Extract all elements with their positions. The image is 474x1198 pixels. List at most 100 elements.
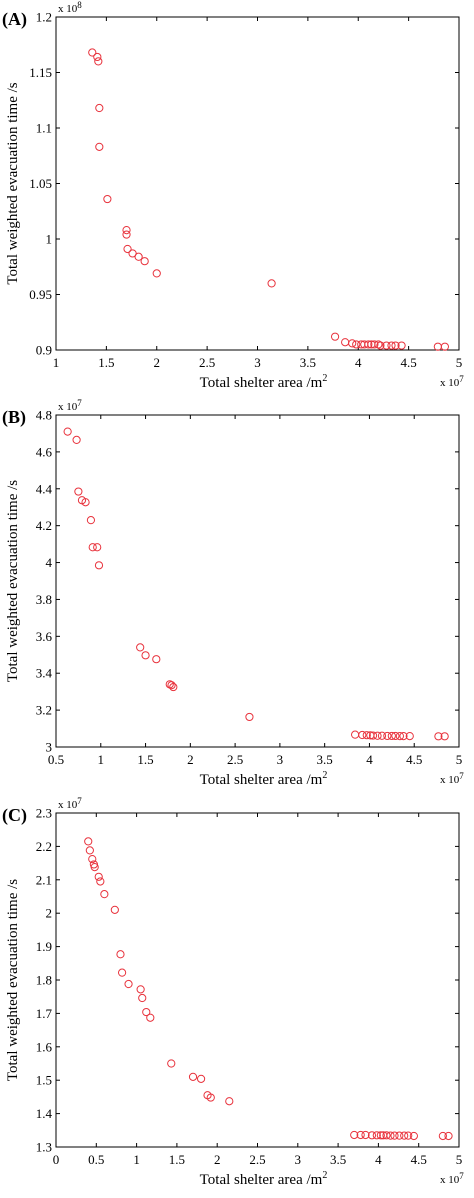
data-point (88, 854, 97, 864)
data-point (376, 1131, 385, 1140)
y-tick-label: 1.2 (36, 10, 52, 25)
data-point (146, 1013, 155, 1022)
chart-panel-1: 1 1.5 2 2.5 3 3.5 4 4.5 5 0.9 0.95 1 1.05 1.1 1.15 1.2 (… (2, 0, 464, 391)
x-tick-label: 2.5 (227, 752, 243, 767)
plot-frame (55, 16, 460, 351)
data-point (136, 985, 145, 994)
data-point (123, 244, 132, 254)
y-tick-label: 1.7 (36, 1006, 53, 1021)
data-point (74, 487, 83, 496)
chart-panel-3: 0 0.5 1 1.5 2 2.5 3 3.5 4 4.5 5 1.3 1.4 1.5 1.6 1.7 1.8 1… (2, 796, 464, 1188)
data-point (245, 712, 254, 722)
data-point (391, 341, 400, 350)
y-tick-label: 1.3 (36, 1140, 52, 1155)
y-tick-label: 0.9 (36, 343, 52, 358)
data-point (117, 968, 127, 977)
x-axis-label: Total shelter area /m2 (200, 373, 328, 391)
data-point (95, 142, 104, 151)
data-point (368, 731, 378, 740)
x-tick-label: 3 (295, 1152, 302, 1167)
data-point (93, 543, 102, 552)
data-point (110, 905, 119, 914)
y-tick-label: 1.5 (36, 1073, 52, 1088)
y-tick-label: 1 (46, 232, 53, 247)
x-tick-label: 0 (53, 1152, 60, 1167)
y-tick-label: 3.8 (36, 592, 52, 607)
data-point (382, 1131, 391, 1140)
data-point (85, 846, 94, 855)
data-point (93, 52, 102, 62)
panel-label: (A) (2, 9, 27, 30)
data-point (167, 681, 176, 690)
y-tick-label: 4.4 (36, 481, 53, 496)
x-axis-multiplier: x 107 (440, 374, 464, 389)
data-point (404, 1131, 413, 1140)
data-point (367, 1131, 377, 1140)
data-point (134, 252, 143, 261)
data-point (341, 338, 350, 347)
y-tick-label: 2 (46, 906, 53, 921)
x-tick-label: 1.5 (169, 1152, 185, 1167)
x-tick-label: 5 (456, 355, 463, 370)
data-point (188, 1072, 198, 1081)
data-point (103, 194, 112, 204)
data-point (86, 516, 96, 525)
data-point (350, 1130, 359, 1140)
data-point (84, 837, 93, 846)
data-point (399, 732, 408, 741)
x-tick-label: 4.5 (406, 752, 422, 767)
data-point (94, 561, 104, 570)
data-point (376, 341, 385, 350)
data-point (395, 732, 404, 741)
y-tick-label: 3.6 (36, 629, 53, 644)
data-point (88, 48, 97, 57)
data-point (405, 732, 414, 741)
y-tick-label: 2.2 (36, 839, 52, 854)
data-point (387, 731, 396, 741)
data-point (142, 1007, 151, 1017)
y-tick-label: 1.1 (36, 121, 52, 136)
data-point (206, 1093, 215, 1102)
data-point (387, 341, 396, 350)
data-point (88, 543, 97, 552)
x-axis-multiplier: x 107 (440, 1171, 464, 1186)
data-point (356, 1130, 365, 1140)
data-point (141, 651, 150, 660)
data-point (352, 340, 361, 349)
data-point (409, 1131, 418, 1141)
data-point (397, 341, 406, 350)
x-tick-label: 2.5 (249, 1152, 265, 1167)
y-tick-label: 4.8 (36, 408, 52, 423)
panel-label: (B) (2, 407, 26, 428)
data-point (377, 731, 387, 740)
data-point (136, 643, 145, 652)
data-point (267, 279, 276, 288)
y-axis-label: Total weighted evacuation time /s (5, 879, 21, 1081)
data-point (373, 731, 382, 740)
plot-frame (55, 414, 460, 748)
data-point (124, 979, 133, 989)
x-tick-label: 1.5 (98, 355, 114, 370)
x-tick-label: 5 (456, 1152, 463, 1167)
x-tick-label: 4 (366, 752, 373, 767)
data-point (386, 1131, 395, 1140)
data-point (390, 1131, 399, 1140)
data-point (152, 655, 161, 664)
x-tick-label: 1 (53, 355, 60, 370)
data-point (370, 340, 379, 349)
data-point (351, 730, 360, 739)
data-point (94, 57, 103, 66)
data-point (348, 339, 357, 348)
y-tick-label: 3.4 (36, 666, 53, 681)
x-axis-multiplier: x 107 (440, 771, 464, 786)
data-point (167, 1059, 176, 1068)
data-point (361, 1130, 370, 1140)
x-tick-label: 3 (277, 752, 284, 767)
data-point (440, 732, 449, 741)
x-tick-label: 3.5 (317, 752, 333, 767)
y-tick-label: 1.8 (36, 973, 52, 988)
x-tick-label: 2 (154, 355, 161, 370)
x-tick-label: 4 (375, 1152, 382, 1167)
data-point (400, 1131, 409, 1140)
